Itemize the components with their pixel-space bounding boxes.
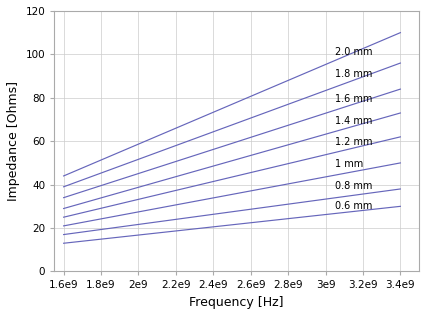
- Text: 2.0 mm: 2.0 mm: [335, 47, 372, 57]
- Text: 0.6 mm: 0.6 mm: [335, 201, 372, 211]
- X-axis label: Frequency [Hz]: Frequency [Hz]: [190, 296, 284, 309]
- Text: 1.4 mm: 1.4 mm: [335, 116, 372, 126]
- Text: 1.2 mm: 1.2 mm: [335, 137, 372, 147]
- Text: 1 mm: 1 mm: [335, 159, 363, 169]
- Text: 1.8 mm: 1.8 mm: [335, 69, 372, 79]
- Text: 0.8 mm: 0.8 mm: [335, 181, 372, 191]
- Y-axis label: Impedance [Ohms]: Impedance [Ohms]: [7, 81, 20, 201]
- Text: 1.6 mm: 1.6 mm: [335, 94, 372, 104]
